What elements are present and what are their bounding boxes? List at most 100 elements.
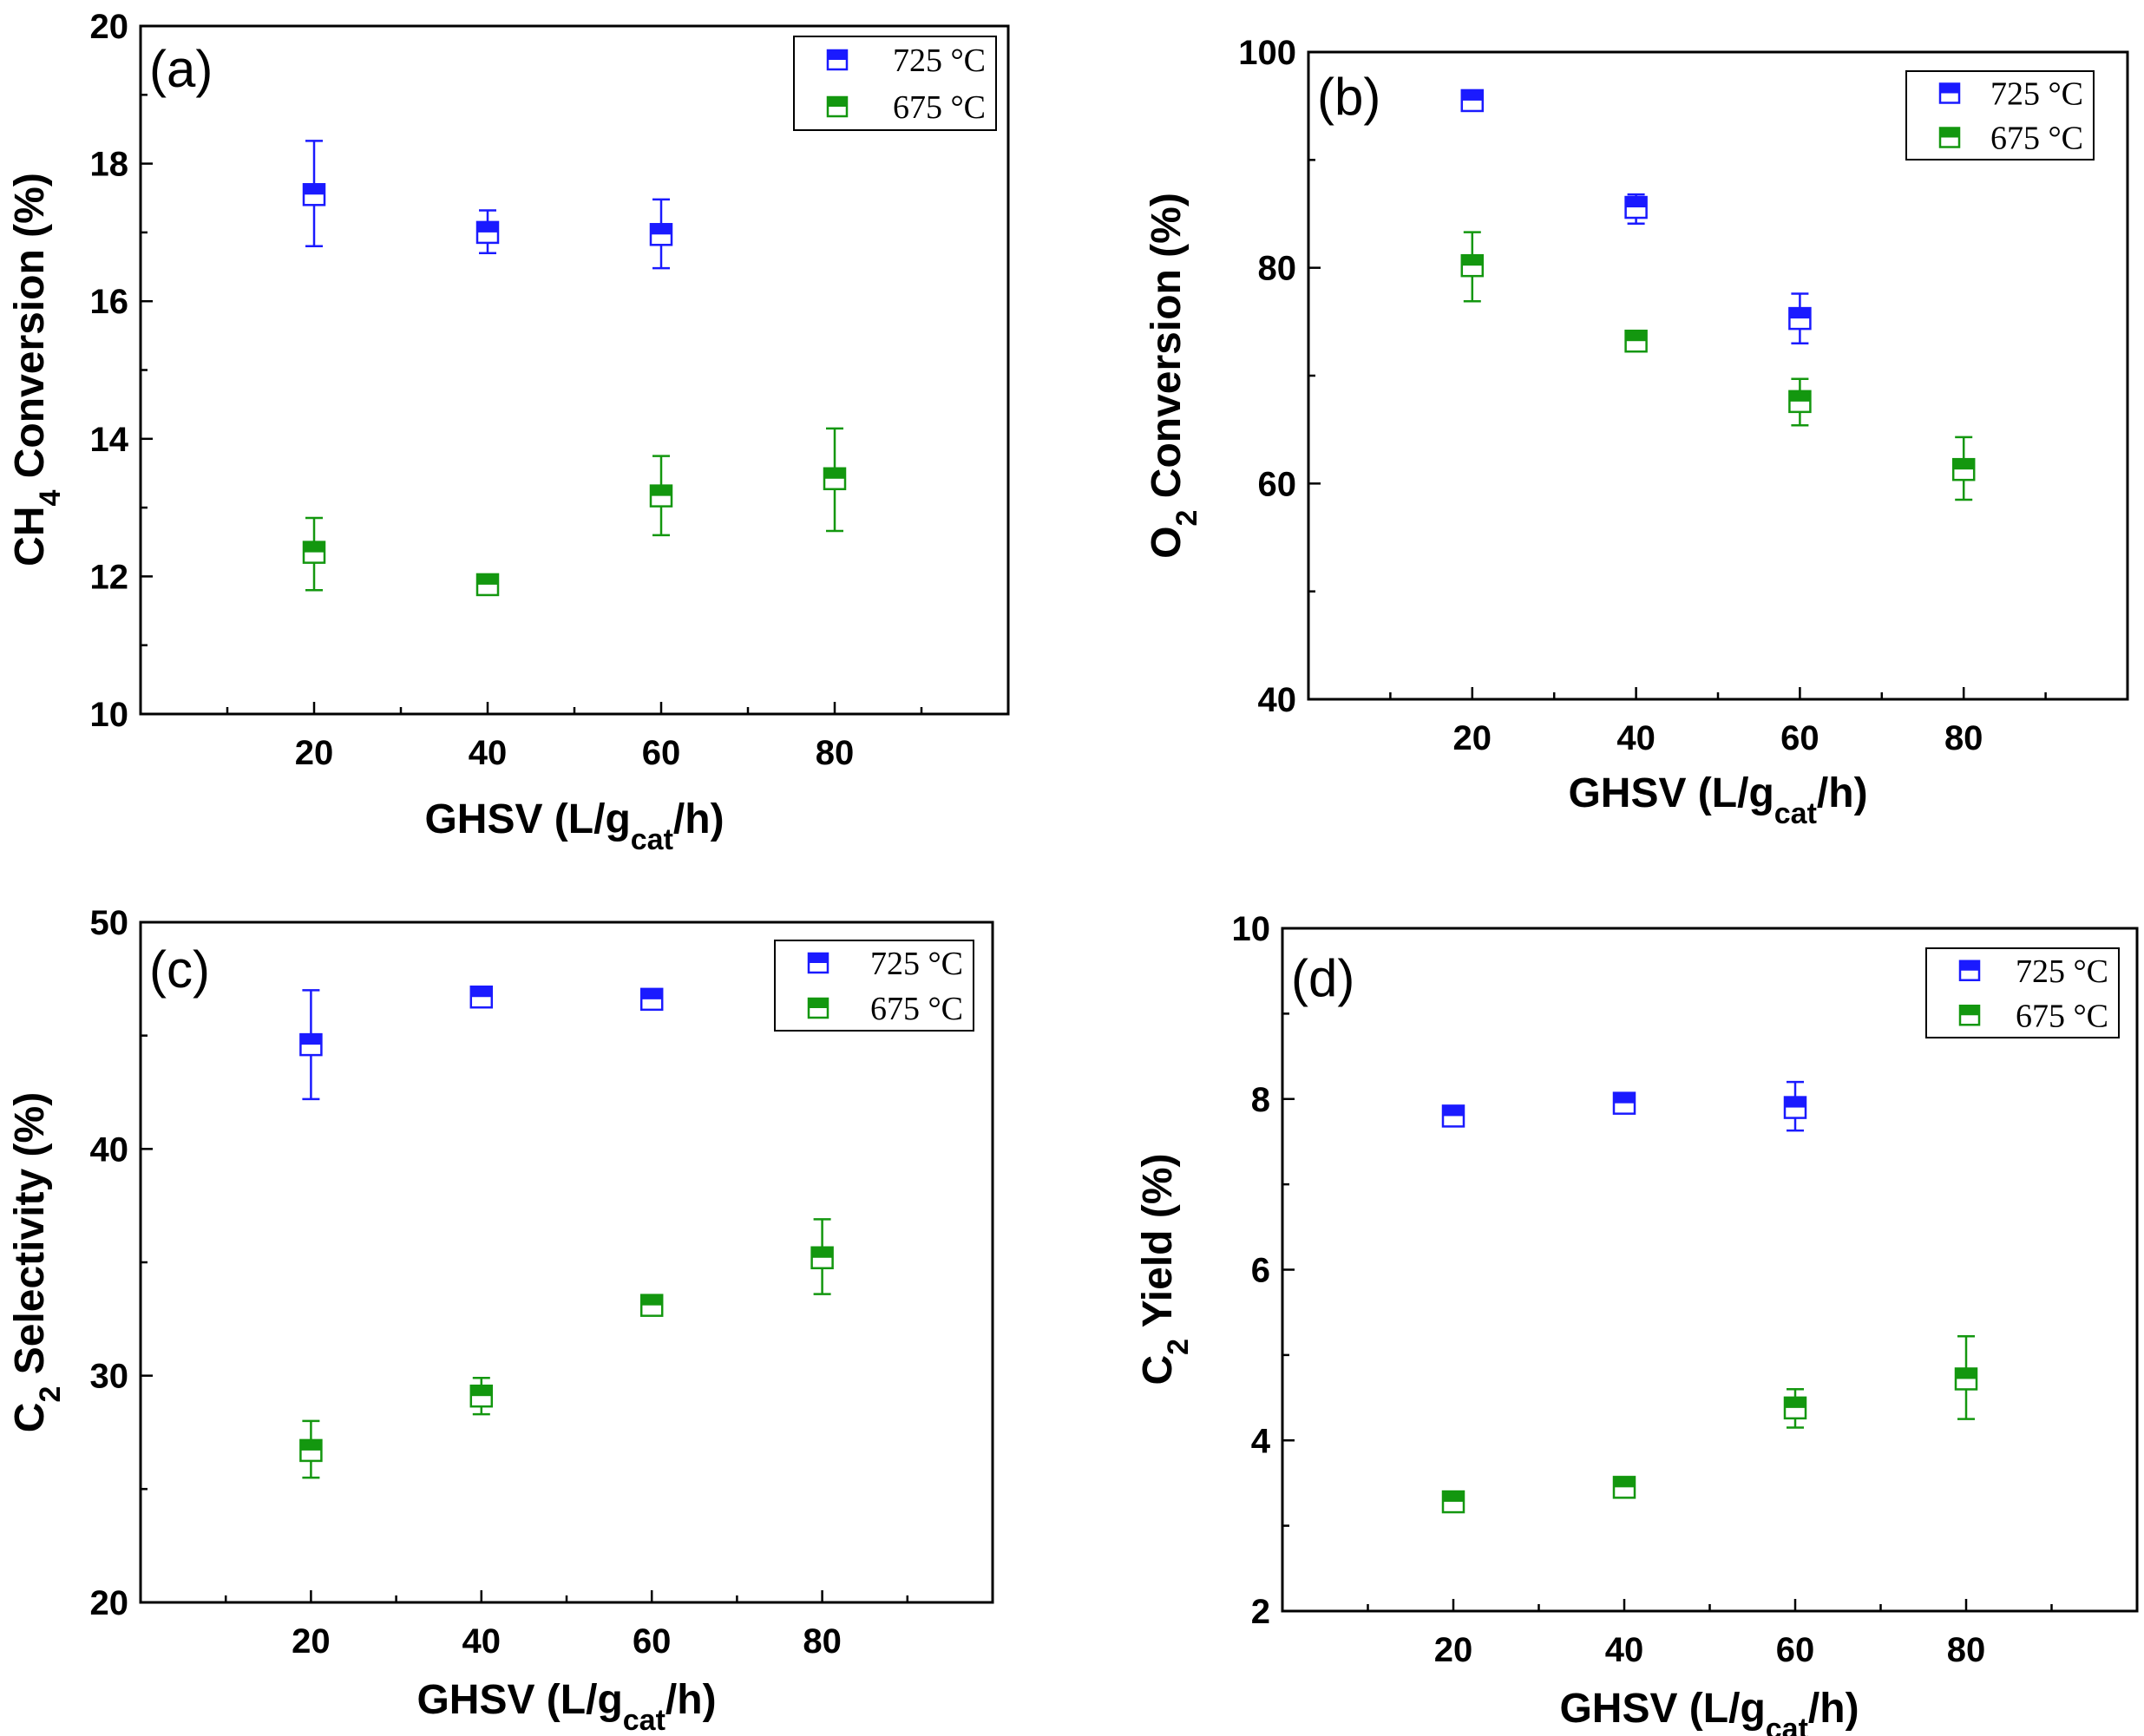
marker-fill xyxy=(1785,1397,1806,1408)
y-axis-title: C2 Yield (%) xyxy=(1135,1154,1195,1386)
x-tick-label: 20 xyxy=(1434,1631,1473,1669)
marker-fill xyxy=(1625,331,1647,342)
data-point xyxy=(810,1218,834,1295)
data-point xyxy=(1783,1387,1807,1429)
data-point xyxy=(1954,1334,1978,1420)
marker-fill xyxy=(1956,1368,1977,1379)
marker-fill xyxy=(470,986,492,998)
data-point xyxy=(1951,436,1976,501)
marker-fill xyxy=(1614,1477,1635,1488)
legend-item: 675 °C xyxy=(826,89,986,126)
y-tick-label: 10 xyxy=(1232,910,1271,948)
x-tick-label: 80 xyxy=(1944,719,1983,757)
data-point xyxy=(302,516,326,592)
x-tick-label: 60 xyxy=(1780,719,1819,757)
legend-marker-fill xyxy=(828,50,847,60)
data-point xyxy=(469,985,494,1009)
legend-label: 675 °C xyxy=(870,991,963,1027)
legend-label: 675 °C xyxy=(1990,121,2083,157)
legend: 725 °C 675 °C xyxy=(774,940,974,1032)
marker-fill xyxy=(1461,255,1483,266)
legend-marker-fill xyxy=(1940,83,1959,94)
y-axis-title: C2 Selectivity (%) xyxy=(7,1092,67,1432)
y-tick-label: 30 xyxy=(90,1358,129,1396)
marker-fill xyxy=(1614,1092,1635,1104)
marker-fill xyxy=(304,184,325,195)
legend-marker-fill xyxy=(1960,1006,1979,1016)
marker-fill xyxy=(651,485,672,496)
panel-label: (d) xyxy=(1291,949,1354,1007)
x-tick-label: 80 xyxy=(816,734,855,772)
data-point xyxy=(469,1377,494,1416)
legend-item: 725 °C xyxy=(1958,953,2108,990)
marker-fill xyxy=(470,1386,492,1397)
marker-fill xyxy=(1461,89,1483,101)
marker-fill xyxy=(300,1034,322,1045)
data-point xyxy=(649,198,673,270)
y-tick-label: 6 xyxy=(1251,1252,1270,1290)
y-tick-label: 40 xyxy=(1258,681,1297,719)
data-point xyxy=(639,1294,664,1317)
legend: 725 °C 675 °C xyxy=(1905,70,2095,160)
data-point xyxy=(1783,1080,1807,1132)
data-point xyxy=(1788,377,1812,427)
data-point xyxy=(1441,1104,1465,1128)
x-tick-label: 40 xyxy=(469,734,508,772)
y-axis-title: CH4 Conversion (%) xyxy=(7,173,67,567)
y-tick-label: 20 xyxy=(90,8,129,46)
data-point xyxy=(823,427,847,533)
marker-fill xyxy=(477,221,498,233)
legend-box xyxy=(1905,70,2095,160)
y-tick-label: 16 xyxy=(90,283,129,321)
marker-fill xyxy=(1789,308,1811,319)
x-tick-label: 80 xyxy=(1947,1631,1986,1669)
data-point xyxy=(302,140,326,248)
x-tick-label: 60 xyxy=(633,1622,672,1661)
x-axis-title: GHSV (L/gcat/h) xyxy=(1568,770,1867,830)
marker-fill xyxy=(1785,1097,1806,1108)
panel-label: (b) xyxy=(1317,68,1380,126)
legend-marker-fill xyxy=(1960,960,1979,971)
y-tick-label: 40 xyxy=(90,1130,129,1169)
x-axis-title: GHSV (L/gcat/h) xyxy=(416,1677,716,1736)
chart-panel-a: 20 40 60 80 10 12 14 16 18 20 GHSV (L/gcat/h) CH4 C… xyxy=(7,8,1010,856)
legend-marker-fill xyxy=(809,953,828,963)
y-tick-label: 12 xyxy=(90,558,129,596)
data-point xyxy=(1612,1091,1636,1115)
marker-fill xyxy=(1625,197,1647,208)
marker-fill xyxy=(300,1439,322,1451)
y-tick-label: 60 xyxy=(1258,465,1297,503)
legend-marker-fill xyxy=(1940,128,1959,138)
legend-label: 675 °C xyxy=(2016,998,2108,1034)
x-tick-label: 40 xyxy=(1605,1631,1644,1669)
panel-label: (a) xyxy=(149,40,213,98)
y-tick-label: 2 xyxy=(1251,1593,1270,1631)
marker-fill xyxy=(477,573,498,585)
data-point xyxy=(649,455,673,537)
data-point xyxy=(299,1419,323,1479)
x-tick-label: 60 xyxy=(1776,1631,1815,1669)
legend-label: 725 °C xyxy=(2016,953,2108,990)
y-tick-label: 10 xyxy=(90,696,129,734)
legend-item: 725 °C xyxy=(807,946,963,982)
data-point xyxy=(1441,1490,1465,1514)
legend: 725 °C 675 °C xyxy=(1925,947,2120,1038)
y-tick-label: 20 xyxy=(90,1584,129,1622)
chart-panel-b: 20 40 60 80 40 60 80 100 GHSV (L/gcat/h) O2 Conve… xyxy=(1144,34,2129,830)
marker-fill xyxy=(651,224,672,235)
chart-panel-d: 20 40 60 80 2 4 6 8 10 GHSV (L/gcat/h) C2 Yield (%… xyxy=(1135,910,2139,1736)
x-axis-title: GHSV (L/gcat/h) xyxy=(1559,1686,1859,1736)
legend-box xyxy=(1925,947,2120,1038)
y-tick-label: 80 xyxy=(1258,250,1297,288)
legend-item: 675 °C xyxy=(1958,998,2108,1034)
x-tick-label: 20 xyxy=(292,1622,331,1661)
chart-panel-c: 20 40 60 80 20 30 40 50 GHSV (L/gcat/h) C2 Select… xyxy=(7,904,994,1736)
data-point xyxy=(1612,1476,1636,1499)
panel-label: (c) xyxy=(149,940,210,999)
data-point xyxy=(475,209,500,254)
y-tick-label: 4 xyxy=(1251,1422,1271,1460)
x-tick-label: 40 xyxy=(1616,719,1656,757)
legend-item: 675 °C xyxy=(1938,121,2083,157)
legend-item: 675 °C xyxy=(807,991,963,1027)
